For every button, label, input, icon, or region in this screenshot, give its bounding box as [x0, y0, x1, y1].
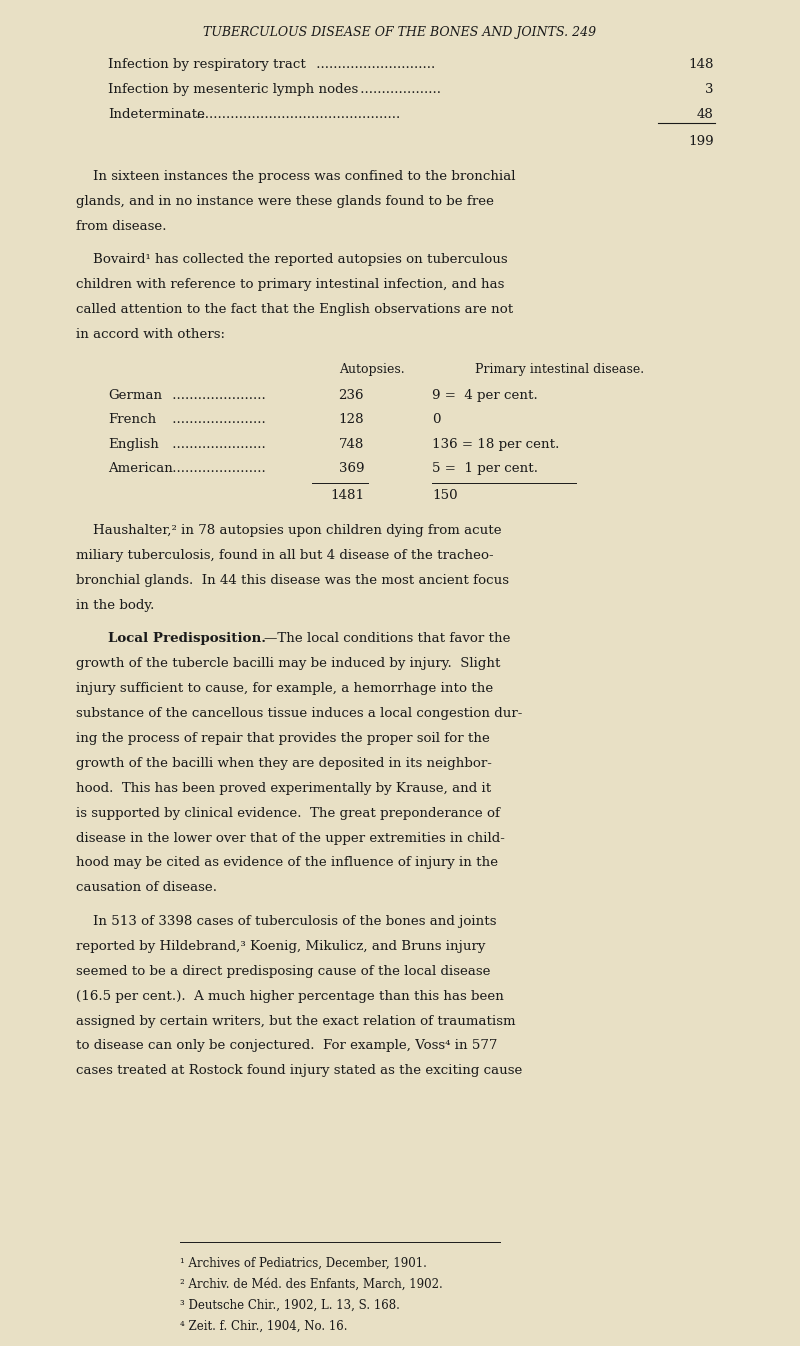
Text: (16.5 per cent.).  A much higher percentage than this has been: (16.5 per cent.). A much higher percenta… — [76, 989, 504, 1003]
Text: Primary intestinal disease.: Primary intestinal disease. — [475, 363, 645, 376]
Text: causation of disease.: causation of disease. — [76, 882, 217, 894]
Text: growth of the bacilli when they are deposited in its neighbor-: growth of the bacilli when they are depo… — [76, 756, 492, 770]
Text: ² Archiv. de Méd. des Enfants, March, 1902.: ² Archiv. de Méd. des Enfants, March, 19… — [180, 1279, 442, 1291]
Text: hood.  This has been proved experimentally by Krause, and it: hood. This has been proved experimentall… — [76, 782, 491, 794]
Text: —The local conditions that favor the: —The local conditions that favor the — [264, 633, 510, 645]
Text: assigned by certain writers, but the exact relation of traumatism: assigned by certain writers, but the exa… — [76, 1015, 516, 1027]
Text: 48: 48 — [697, 108, 714, 121]
Text: 128: 128 — [338, 413, 364, 427]
Text: hood may be cited as evidence of the influence of injury in the: hood may be cited as evidence of the inf… — [76, 856, 498, 870]
Text: English: English — [108, 437, 159, 451]
Text: Infection by mesenteric lymph nodes: Infection by mesenteric lymph nodes — [108, 83, 358, 96]
Text: American: American — [108, 462, 173, 475]
Text: 748: 748 — [338, 437, 364, 451]
Text: Autopsies.: Autopsies. — [339, 363, 405, 376]
Text: 150: 150 — [432, 489, 458, 502]
Text: ³ Deutsche Chir., 1902, L. 13, S. 168.: ³ Deutsche Chir., 1902, L. 13, S. 168. — [180, 1299, 400, 1312]
Text: bronchial glands.  In 44 this disease was the most ancient focus: bronchial glands. In 44 this disease was… — [76, 573, 509, 587]
Text: ............................: ............................ — [312, 58, 435, 71]
Text: ⁴ Zeit. f. Chir., 1904, No. 16.: ⁴ Zeit. f. Chir., 1904, No. 16. — [180, 1319, 347, 1333]
Text: is supported by clinical evidence.  The great preponderance of: is supported by clinical evidence. The g… — [76, 806, 500, 820]
Text: 199: 199 — [688, 135, 714, 148]
Text: ing the process of repair that provides the proper soil for the: ing the process of repair that provides … — [76, 732, 490, 744]
Text: 5 =  1 per cent.: 5 = 1 per cent. — [432, 462, 538, 475]
Text: German: German — [108, 389, 162, 402]
Text: ¹ Archives of Pediatrics, December, 1901.: ¹ Archives of Pediatrics, December, 1901… — [180, 1257, 427, 1271]
Text: ......................: ...................... — [168, 462, 266, 475]
Text: in accord with others:: in accord with others: — [76, 328, 225, 341]
Text: glands, and in no instance were these glands found to be free: glands, and in no instance were these gl… — [76, 195, 494, 207]
Text: 9 =  4 per cent.: 9 = 4 per cent. — [432, 389, 538, 402]
Text: ......................: ...................... — [168, 389, 266, 402]
Text: Bovaird¹ has collected the reported autopsies on tuberculous: Bovaird¹ has collected the reported auto… — [76, 253, 508, 267]
Text: to disease can only be conjectured.  For example, Voss⁴ in 577: to disease can only be conjectured. For … — [76, 1039, 498, 1053]
Text: French: French — [108, 413, 156, 427]
Text: substance of the cancellous tissue induces a local congestion dur-: substance of the cancellous tissue induc… — [76, 707, 522, 720]
Text: In sixteen instances the process was confined to the bronchial: In sixteen instances the process was con… — [76, 170, 515, 183]
Text: from disease.: from disease. — [76, 219, 166, 233]
Text: cases treated at Rostock found injury stated as the exciting cause: cases treated at Rostock found injury st… — [76, 1065, 522, 1077]
Text: 236: 236 — [338, 389, 364, 402]
Text: growth of the tubercle bacilli may be induced by injury.  Slight: growth of the tubercle bacilli may be in… — [76, 657, 501, 670]
Text: In 513 of 3398 cases of tuberculosis of the bones and joints: In 513 of 3398 cases of tuberculosis of … — [76, 915, 497, 927]
Text: Haushalter,² in 78 autopsies upon children dying from acute: Haushalter,² in 78 autopsies upon childr… — [76, 524, 502, 537]
Text: reported by Hildebrand,³ Koenig, Mikulicz, and Bruns injury: reported by Hildebrand,³ Koenig, Mikulic… — [76, 940, 486, 953]
Text: 148: 148 — [688, 58, 714, 71]
Text: Infection by respiratory tract: Infection by respiratory tract — [108, 58, 306, 71]
Text: 369: 369 — [338, 462, 364, 475]
Text: miliary tuberculosis, found in all but 4 disease of the tracheo-: miliary tuberculosis, found in all but 4… — [76, 549, 494, 561]
Text: ......................: ...................... — [168, 437, 266, 451]
Text: ......................: ...................... — [168, 413, 266, 427]
Text: ................................................: ........................................… — [192, 108, 400, 121]
Text: 1481: 1481 — [330, 489, 364, 502]
Text: 3: 3 — [705, 83, 714, 96]
Text: 0: 0 — [432, 413, 441, 427]
Text: 136 = 18 per cent.: 136 = 18 per cent. — [432, 437, 559, 451]
Text: in the body.: in the body. — [76, 599, 154, 611]
Text: children with reference to primary intestinal infection, and has: children with reference to primary intes… — [76, 279, 504, 291]
Text: disease in the lower over that of the upper extremities in child-: disease in the lower over that of the up… — [76, 832, 505, 844]
Text: injury sufficient to cause, for example, a hemorrhage into the: injury sufficient to cause, for example,… — [76, 682, 494, 695]
Text: called attention to the fact that the English observations are not: called attention to the fact that the En… — [76, 303, 514, 316]
Text: seemed to be a direct predisposing cause of the local disease: seemed to be a direct predisposing cause… — [76, 965, 490, 977]
Text: TUBERCULOUS DISEASE OF THE BONES AND JOINTS. 249: TUBERCULOUS DISEASE OF THE BONES AND JOI… — [203, 26, 597, 39]
Text: Local Predisposition.: Local Predisposition. — [108, 633, 266, 645]
Text: Indeterminate: Indeterminate — [108, 108, 205, 121]
Text: ...................: ................... — [356, 83, 441, 96]
